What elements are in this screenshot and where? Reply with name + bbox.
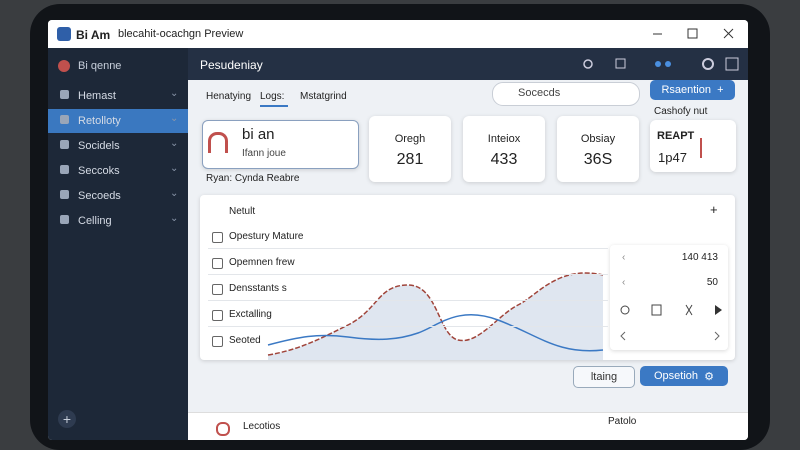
footer-left: Lecotios [243, 421, 281, 432]
screen: Bi Am blecahit-ocachgn Preview Bi qenne … [48, 20, 748, 440]
sidebar-icon [60, 190, 69, 199]
chart-line-blue [267, 314, 604, 352]
chart-area [268, 272, 603, 360]
popup-caption: Cashofy nut [654, 106, 708, 117]
sidebar-icon [60, 140, 69, 149]
sidebar [48, 48, 188, 440]
toolbar-icons[interactable] [578, 54, 743, 74]
add-button[interactable]: + [58, 410, 76, 428]
action-button[interactable]: Rsaention + [650, 80, 735, 100]
panel-item[interactable]: Densstants s [229, 283, 287, 294]
stat-label: Obsiay [580, 133, 616, 145]
sidebar-item[interactable]: Seccoks [78, 165, 120, 177]
side-row-value: 140 413 [681, 252, 718, 263]
side-panel [610, 245, 728, 350]
chart-line-red [267, 272, 604, 356]
stat-value: 36S [583, 151, 613, 168]
footer [188, 412, 748, 440]
row-divider [208, 248, 608, 249]
sidebar-item[interactable]: Celling [78, 215, 112, 227]
footer-icon [216, 422, 230, 436]
panel-item[interactable]: Seoted [229, 335, 261, 346]
side-row-value: 50 [706, 277, 718, 288]
popup-indicator [700, 138, 702, 158]
stat-card [369, 116, 451, 182]
row-divider [208, 300, 608, 301]
sidebar-chevron: ⌄ [170, 138, 179, 149]
stat-card [463, 116, 545, 182]
profile-note: Ryan: Cynda Reabre [206, 173, 300, 184]
checkbox[interactable] [212, 284, 223, 295]
profile-name: bi an [242, 126, 275, 143]
sidebar-highlight [48, 109, 188, 133]
footer-right: Patolo [608, 416, 637, 427]
popup-card [650, 120, 736, 172]
side-row-arrow[interactable]: ‹ [622, 252, 626, 263]
sidebar-item[interactable]: Retolloty [78, 115, 121, 127]
tab[interactable]: Henatying [206, 91, 252, 102]
avatar [58, 60, 70, 72]
primary-button[interactable]: Opsetioh ⚙ [640, 366, 728, 386]
panel-item[interactable]: Opestury Mature [229, 231, 304, 242]
tab[interactable]: Logs: [260, 91, 285, 102]
search-placeholder: Socecds [518, 87, 561, 99]
sidebar-item[interactable]: Secoeds [78, 190, 121, 202]
checkbox[interactable] [212, 258, 223, 269]
stat-value: 433 [490, 151, 518, 168]
action-label: Rsaention [661, 84, 711, 96]
checkbox[interactable] [212, 336, 223, 347]
checkbox[interactable] [212, 232, 223, 243]
panel-item[interactable]: Opemnen frew [229, 257, 295, 268]
side-row-arrow[interactable]: ‹ [622, 277, 626, 288]
sidebar-chevron: ⌄ [170, 163, 179, 174]
stat-label: Inteiox [487, 133, 521, 145]
profile-card[interactable] [202, 120, 359, 169]
sidebar-icon [60, 90, 69, 99]
sidebar-item[interactable]: Socidels [78, 140, 120, 152]
app-name: Bi Am [76, 28, 111, 42]
search-box[interactable] [492, 82, 640, 106]
panel-item[interactable]: Exctalling [229, 309, 272, 320]
stat-value: 281 [396, 151, 424, 168]
top-bar [188, 48, 748, 80]
row-divider [208, 326, 608, 327]
sidebar-chevron: ⌄ [170, 188, 179, 199]
tab-underline [260, 105, 288, 107]
window-title: blecahit-ocachgn Preview [118, 28, 244, 40]
sidebar-icon [60, 215, 69, 224]
stat-card [557, 116, 639, 182]
side-panel-controls[interactable] [610, 298, 728, 348]
app-icon [57, 27, 71, 41]
popup-title: REAPT [657, 130, 695, 142]
panel-add[interactable]: + [710, 202, 718, 217]
sidebar-item[interactable]: Hemast [78, 90, 116, 102]
row-divider [208, 274, 608, 275]
panel-title: Netult [229, 206, 256, 217]
sidebar-chevron: ⌄ [170, 88, 179, 99]
stat-label: Oregh [394, 133, 426, 145]
sidebar-chevron: ⌄ [170, 213, 179, 224]
checkbox[interactable] [212, 310, 223, 321]
secondary-button[interactable]: ltaing [573, 366, 635, 388]
tab[interactable]: Mstatgrind [300, 91, 347, 102]
page-title: Pesudeniay [200, 58, 263, 72]
popup-value: 1p47 [658, 150, 687, 165]
profile-subtitle: Ifann joue [242, 148, 286, 159]
line-chart [267, 272, 604, 360]
user-name: Bi qenne [78, 60, 122, 72]
sidebar-chevron: ⌄ [170, 113, 179, 124]
sidebar-icon [60, 115, 69, 124]
window-controls[interactable] [648, 26, 743, 42]
primary-label: Opsetioh [653, 370, 699, 382]
profile-icon [208, 132, 228, 153]
sidebar-icon [60, 165, 69, 174]
